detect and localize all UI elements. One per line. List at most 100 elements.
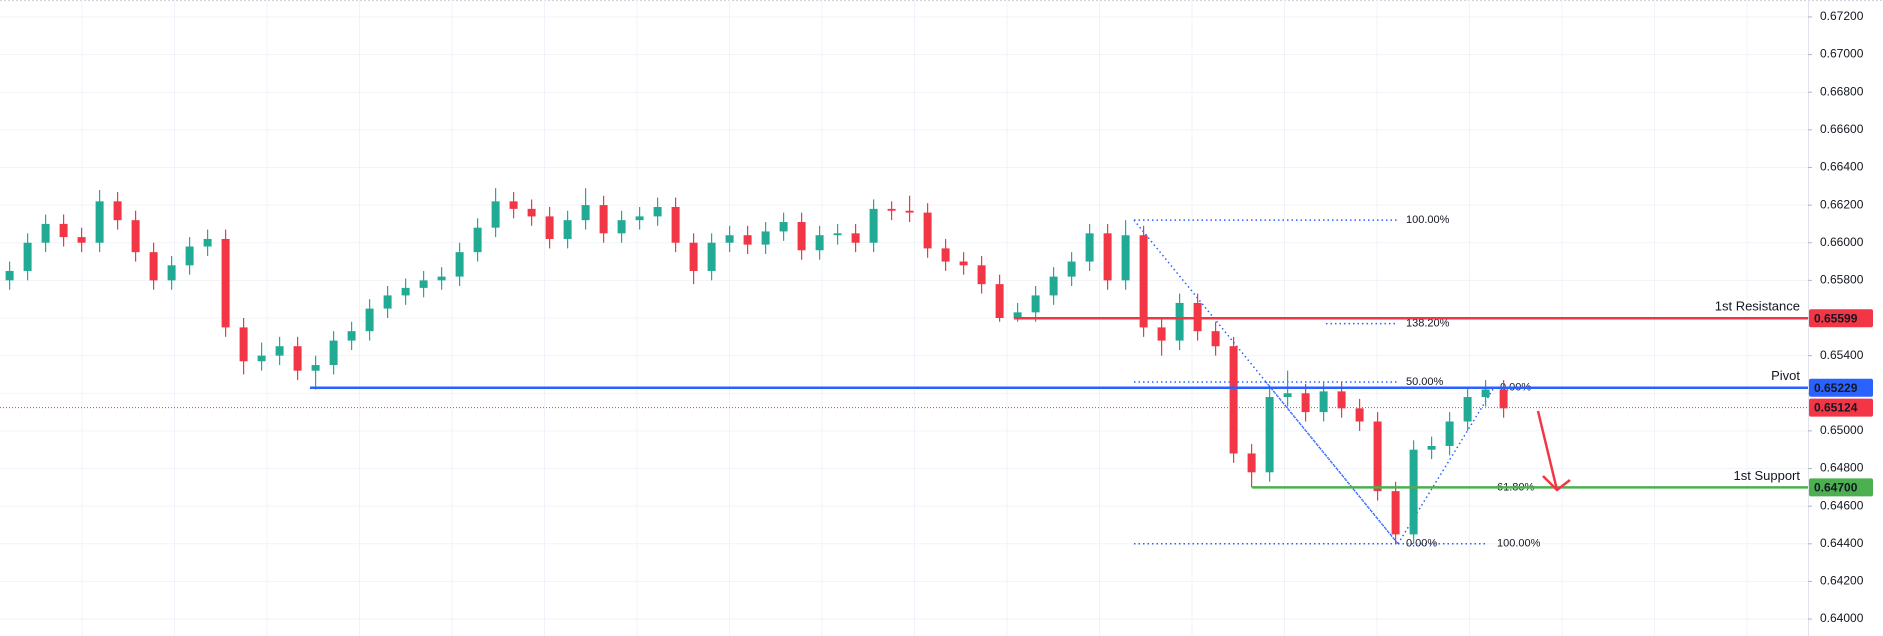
candle-body [1013,312,1022,318]
candle-body [473,227,482,253]
fib-label: 100.00% [1406,214,1450,226]
candle-body [41,223,50,243]
candle-body [1229,346,1238,454]
candle-body [1121,235,1130,281]
candle-body [257,355,266,362]
candle-body [599,205,608,234]
candle-body [1265,397,1274,473]
y-tick-label: 0.64600 [1820,498,1864,512]
candle-body [1067,261,1076,277]
candle-body [1049,276,1058,296]
candle-body [401,287,410,296]
candle-body [1211,331,1220,347]
candle-body [743,235,752,245]
candle-body [1301,393,1310,413]
candle-body [1409,449,1418,535]
candle-body [1319,391,1328,413]
y-tick-label: 0.66800 [1820,84,1864,98]
candle-body [869,208,878,243]
candle-body [1283,393,1292,398]
candle-body [383,295,392,309]
candle-body [581,205,590,221]
candle-body [815,235,824,251]
fib-label: 100.00% [1497,538,1541,550]
candle-body [131,220,140,253]
candle-body [23,242,32,271]
candle-body [1355,408,1364,422]
candle-body [563,220,572,239]
candle-body [833,233,842,236]
level-name: 1st Resistance [1715,299,1800,314]
level-tag-label: 0.65599 [1814,311,1858,325]
candle-body [59,223,68,238]
fib-label: 50.00% [1406,376,1444,388]
candle-body [311,365,320,371]
candle-body [725,235,734,243]
candle-body [1337,391,1346,409]
candle-body [491,201,500,228]
candle-body [689,242,698,271]
y-tick-label: 0.65800 [1820,273,1864,287]
y-tick-label: 0.66400 [1820,160,1864,174]
y-tick-label: 0.64800 [1820,461,1864,475]
candle-body [797,222,806,251]
level-tag [1809,378,1873,397]
candle-body [761,231,770,245]
candle-body [1499,389,1508,409]
candle-body [1463,397,1472,422]
candle-body [455,252,464,277]
candle-body [1157,327,1166,341]
candle-body [1445,421,1454,446]
candle-body [1175,302,1184,341]
candle-body [671,206,680,243]
level-name: 1st Support [1734,468,1801,483]
current-price-label: 0.65124 [1814,401,1858,415]
level-name: Pivot [1771,368,1800,383]
candle-body [617,220,626,234]
level-tag-label: 0.64700 [1814,481,1858,495]
fib-trend-line [1265,381,1399,545]
candle-body [365,308,374,332]
candle-body [5,270,14,281]
candle-body [545,216,554,239]
candle-body [1373,421,1382,492]
candle-body [1427,445,1436,450]
y-tick-label: 0.67200 [1820,9,1864,23]
candle-body [239,327,248,362]
candle-body [509,201,518,209]
y-tick-label: 0.64400 [1820,536,1864,550]
candle-body [1085,233,1094,262]
candle-body [203,238,212,247]
candle-body [1139,235,1148,328]
projection-arrow [1536,410,1559,491]
candle-body [959,261,968,266]
candle-body [185,246,194,266]
candle-body [293,346,302,371]
candle-body [851,233,860,243]
candle-body [347,331,356,341]
candle-body [995,284,1004,318]
candle-body [923,212,932,249]
candle-body [905,210,914,213]
candle-body [1031,295,1040,313]
y-tick-label: 0.66200 [1820,197,1864,211]
candle-body [167,265,176,281]
candle-body [149,252,158,281]
candle-body [437,276,446,281]
level-tag-label: 0.65229 [1814,381,1858,395]
candle-body [887,208,896,211]
candle-body [1391,491,1400,535]
y-tick-label: 0.65000 [1820,423,1864,437]
level-tag [1809,478,1873,497]
y-tick-label: 0.65400 [1820,348,1864,362]
y-tick-label: 0.64200 [1820,574,1864,588]
current-price-tag [1809,398,1873,417]
candle-body [113,201,122,221]
candle-body [779,222,788,232]
candle-body [329,340,338,366]
candle-body [527,208,536,217]
candle-body [1103,233,1112,281]
candle-body [653,206,662,217]
